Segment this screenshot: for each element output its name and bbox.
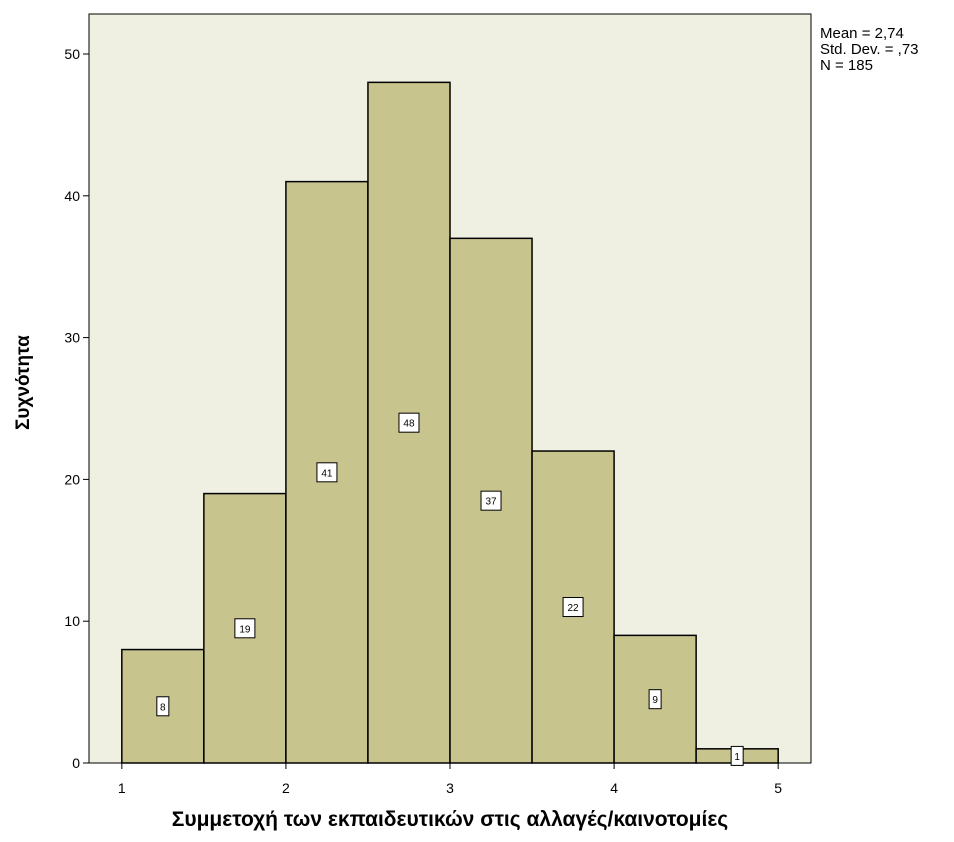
y-tick-label: 40 <box>64 188 80 204</box>
stat-n: N = 185 <box>820 57 873 74</box>
bar-value-label-box <box>562 597 584 618</box>
bar-value-label: 8 <box>160 702 166 713</box>
stat-mean: Mean = 2,74 <box>820 25 904 42</box>
y-tick-label: 10 <box>64 613 80 629</box>
bar-value-label-box <box>648 689 662 710</box>
bar-value-label-box <box>234 618 256 639</box>
bar-value-label-box <box>730 745 744 766</box>
y-tick-label: 0 <box>72 755 80 771</box>
x-tick-label: 3 <box>446 780 454 796</box>
y-tick-label: 20 <box>64 471 80 487</box>
y-tick-label: 30 <box>64 330 80 346</box>
stat-std-dev: Std. Dev. = ,73 <box>820 41 919 58</box>
x-tick-label: 1 <box>118 780 126 796</box>
bar-value-label: 37 <box>485 497 497 508</box>
histogram-bar <box>613 634 697 764</box>
bar-value-label: 41 <box>321 468 333 479</box>
bar-value-label: 19 <box>239 624 251 635</box>
bar-value-label-box <box>156 696 170 717</box>
x-tick-label: 4 <box>610 780 618 796</box>
x-tick-label: 5 <box>774 780 782 796</box>
bar-value-label: 9 <box>652 695 658 706</box>
statistics-box: Mean = 2,74 Std. Dev. = ,73 N = 185 <box>820 26 919 74</box>
bar-value-label: 1 <box>734 752 740 763</box>
x-axis-label: Συμμετοχή των εκπαιδευτικών στις αλλαγές… <box>171 808 729 831</box>
bar-value-label-box <box>480 490 502 511</box>
y-tick-label: 50 <box>64 46 80 62</box>
bar-value-label-box <box>398 412 420 433</box>
bar-value-label-box <box>316 462 338 483</box>
y-axis-label: Συχνότητα <box>13 335 34 430</box>
x-tick-label: 2 <box>282 780 290 796</box>
bar-value-label: 48 <box>403 419 415 430</box>
bar-value-label: 22 <box>568 603 580 614</box>
